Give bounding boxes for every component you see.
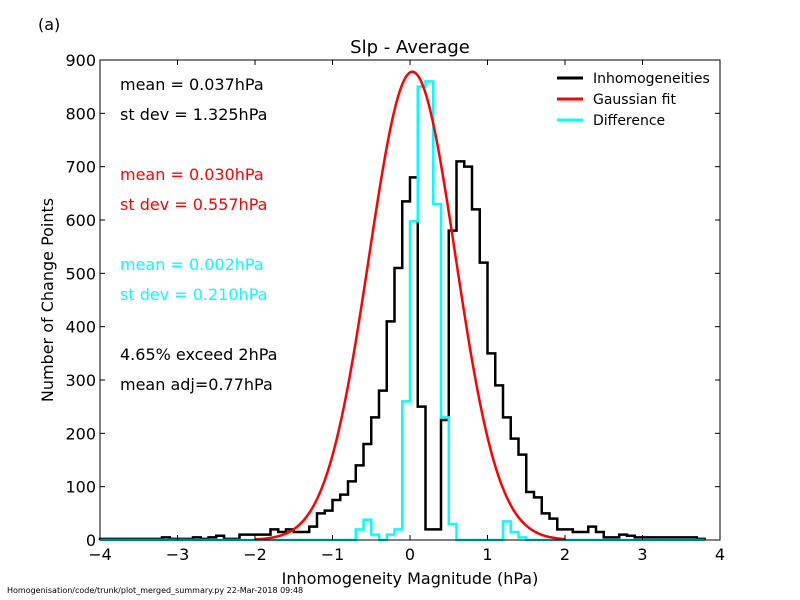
legend-label: Difference bbox=[593, 113, 665, 129]
stats-annotation: mean = 0.037hPa bbox=[120, 75, 264, 94]
x-tick-label: −3 bbox=[166, 545, 190, 564]
y-tick-label: 300 bbox=[65, 371, 96, 390]
legend-label: Gaussian fit bbox=[593, 92, 676, 108]
legend: Inhomogeneities Gaussian fit Difference bbox=[557, 71, 710, 129]
stats-annotation: mean = 0.030hPa bbox=[120, 165, 264, 184]
y-tick-label: 200 bbox=[65, 424, 96, 443]
y-tick-label: 0 bbox=[86, 531, 96, 550]
y-tick-label: 600 bbox=[65, 211, 96, 230]
stats-annotation: st dev = 1.325hPa bbox=[120, 105, 267, 124]
series-gaussian-fit-line bbox=[254, 70, 566, 541]
x-tick-label: 1 bbox=[482, 545, 492, 564]
stats-annotation: mean adj=0.77hPa bbox=[120, 375, 273, 394]
x-axis-label: Inhomogeneity Magnitude (hPa) bbox=[282, 569, 539, 588]
stats-annotation: st dev = 0.557hPa bbox=[120, 195, 267, 214]
x-tick-label: −4 bbox=[88, 545, 112, 564]
y-tick-label: 400 bbox=[65, 318, 96, 337]
series-inhomogeneities-line bbox=[98, 160, 706, 541]
y-tick-label: 100 bbox=[65, 478, 96, 497]
x-tick-label: −2 bbox=[243, 545, 267, 564]
x-tick-label: 2 bbox=[560, 545, 570, 564]
stats-annotation: st dev = 0.210hPa bbox=[120, 285, 267, 304]
y-tick-label: 500 bbox=[65, 264, 96, 283]
y-tick-label: 700 bbox=[65, 158, 96, 177]
x-tick-label: 4 bbox=[715, 545, 725, 564]
y-axis-label: Number of Change Points bbox=[38, 198, 57, 402]
stats-annotation: mean = 0.002hPa bbox=[120, 255, 264, 274]
legend-label: Inhomogeneities bbox=[593, 71, 710, 87]
y-tick-label: 900 bbox=[65, 51, 96, 70]
y-tick-label: 800 bbox=[65, 104, 96, 123]
x-tick-label: 0 bbox=[405, 545, 415, 564]
plot-area bbox=[98, 70, 706, 542]
chart-title: Slp - Average bbox=[350, 37, 470, 58]
x-tick-label: 3 bbox=[637, 545, 647, 564]
series-layer bbox=[98, 70, 706, 542]
stats-annotation: 4.65% exceed 2hPa bbox=[120, 345, 277, 364]
stats-annotations: mean = 0.037hPa st dev = 1.325hPa mean = 0… bbox=[120, 75, 277, 394]
footer-source: Homogenisation/code/trunk/plot_merged_su… bbox=[7, 586, 303, 595]
panel-label: (a) bbox=[38, 15, 60, 34]
x-tick-label: −1 bbox=[321, 545, 345, 564]
ticks-layer: −4 −3 −2 −1 0 1 2 3 4 0 100 200 300 400 500 600 700 800 90… bbox=[65, 51, 725, 564]
series-difference-line bbox=[100, 80, 705, 542]
